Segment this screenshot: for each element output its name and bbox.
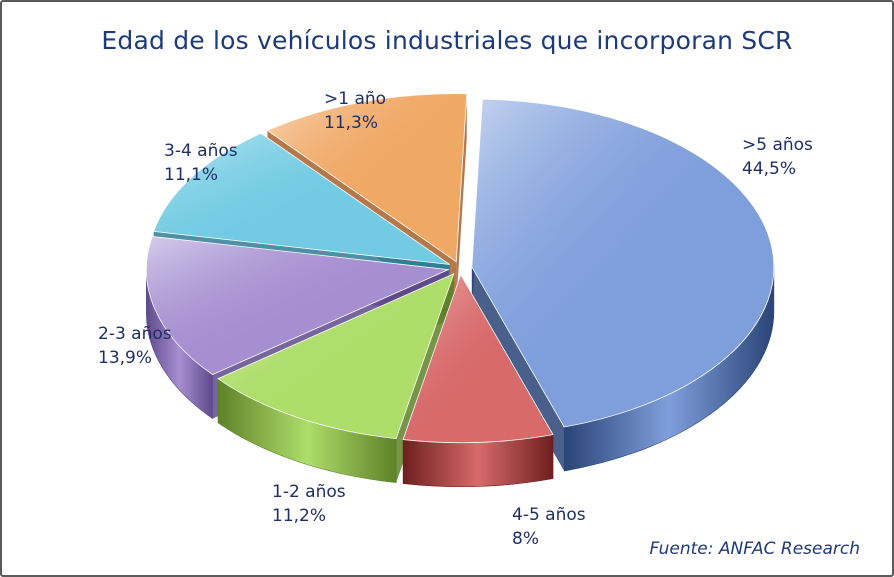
chart-title: Edad de los vehículos industriales que i… — [101, 26, 793, 55]
slice-label: >5 años — [742, 135, 813, 155]
slice-value-label: 11,3% — [324, 113, 378, 133]
pie-slice-highlight — [403, 274, 554, 443]
slice-value-label: 8% — [512, 529, 539, 549]
pie-slice-highlight — [471, 99, 774, 428]
slice-value-label: 13,9% — [98, 348, 152, 368]
slice-value-label: 11,2% — [272, 506, 326, 526]
slice-label: >1 año — [324, 89, 386, 109]
slice-label: 2-3 años — [98, 324, 172, 344]
pie-slice-edge — [456, 93, 467, 306]
slice-value-label: 44,5% — [742, 159, 796, 179]
slice-label: 3-4 años — [164, 141, 238, 161]
pie-slice-highlight — [218, 273, 454, 439]
pie-slice-highlight — [153, 133, 450, 265]
chart-source: Fuente: ANFAC Research — [649, 539, 861, 559]
slice-value-label: 11,1% — [164, 165, 218, 185]
pie-slice-highlight — [267, 93, 467, 262]
slice-label: 4-5 años — [512, 505, 586, 525]
slice-label: 1-2 años — [272, 482, 346, 502]
pie-slice-highlight — [146, 236, 449, 375]
